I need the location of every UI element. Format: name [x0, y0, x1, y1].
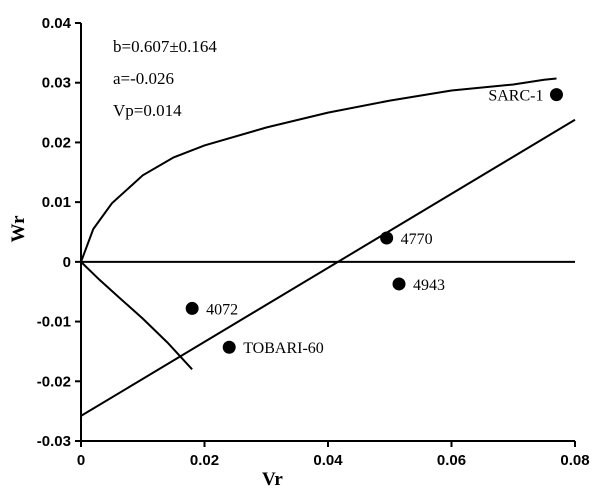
envelope-lower-curve [80, 261, 193, 370]
y-tick-label: -0.03 [37, 433, 71, 450]
y-axis-label: Wr [8, 215, 29, 243]
fit-annotation: b=0.607±0.164 [113, 37, 217, 56]
data-point-label: SARC-1 [488, 88, 543, 105]
fit-line [80, 118, 576, 417]
axes: 0.04 0.03 0.02 0.01 0 -0.01 -0.02 -0.03 0 0.02 0.0… [8, 15, 590, 489]
x-axis-label: Vr [262, 469, 283, 489]
data-point [185, 301, 199, 315]
data-point-label: 4770 [401, 231, 433, 248]
data-point [380, 231, 394, 245]
x-tick-label: 0 [77, 452, 85, 469]
x-tick-label: 0.06 [437, 452, 466, 469]
y-tick-label: 0.04 [42, 15, 72, 32]
x-tick-label: 0.08 [560, 452, 589, 469]
y-tick-label: 0.01 [42, 194, 71, 211]
data-point [392, 277, 406, 291]
data-point [549, 88, 563, 102]
y-tick-label: 0 [63, 254, 71, 271]
data-point-label: 4072 [206, 301, 238, 318]
envelope-curves [80, 77, 557, 370]
data-points: SARC-1 4770 4943 4072 TOBARI-60 [185, 88, 563, 357]
y-tick-label: 0.03 [42, 75, 71, 92]
data-point-label: TOBARI-60 [243, 340, 324, 357]
reference-lines [80, 118, 576, 417]
x-tick-label: 0.04 [313, 452, 343, 469]
y-tick-label: 0.02 [42, 134, 71, 151]
envelope-upper-curve [80, 77, 557, 263]
fit-annotation: Vp=0.014 [113, 101, 182, 120]
fit-annotation: a=-0.026 [113, 69, 174, 88]
y-tick-label: -0.02 [37, 373, 71, 390]
y-tick-label: -0.01 [37, 314, 71, 331]
data-point-label: 4943 [413, 277, 445, 294]
data-point [222, 340, 236, 354]
annotation-block: b=0.607±0.164 a=-0.026 Vp=0.014 [113, 37, 217, 120]
x-tick-label: 0.02 [190, 452, 219, 469]
